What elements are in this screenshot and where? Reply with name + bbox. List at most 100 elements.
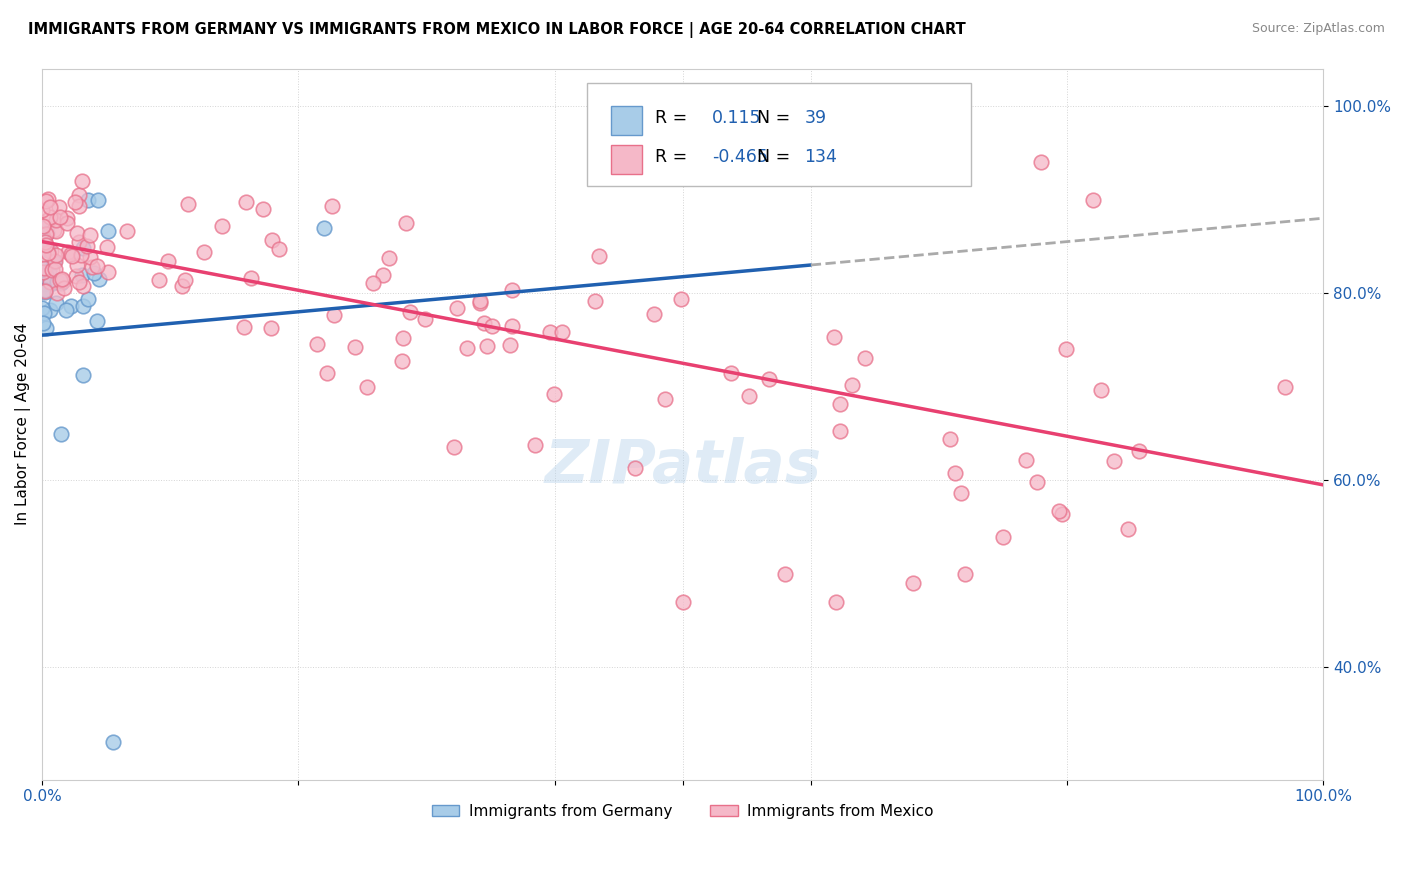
Point [52,281,75,295]
Point [72,268,94,282]
Point [49,273,72,287]
Point [44,254,66,268]
Point [70,174,93,188]
Text: 134: 134 [804,148,838,167]
Point [35,238,58,252]
Point [672,595,695,609]
Point [60,249,83,263]
Point [1047,504,1070,518]
Point [456,342,478,356]
Point [34,284,56,298]
Point [37,243,59,257]
Point [35,219,58,234]
Point [67,199,90,213]
Point [39,277,62,292]
Point [56,244,79,259]
Point [45,223,67,237]
Point [77,292,100,306]
Point [34,285,56,299]
Point [1116,522,1139,536]
Point [470,296,492,310]
Point [321,199,343,213]
Point [38,200,60,214]
Point [44,261,66,276]
Point [51,427,73,442]
Point [394,216,416,230]
Point [86,193,108,207]
Point [260,233,283,247]
Point [356,380,378,394]
Point [89,272,111,286]
Point [773,566,796,581]
Point [51,277,73,291]
Point [77,193,100,207]
Text: Source: ZipAtlas.com: Source: ZipAtlas.com [1251,22,1385,36]
Point [551,325,574,339]
Text: IMMIGRANTS FROM GERMANY VS IMMIGRANTS FROM MEXICO IN LABOR FORCE | AGE 20-64 COR: IMMIGRANTS FROM GERMANY VS IMMIGRANTS FR… [28,22,966,38]
Point [34,268,56,283]
Point [174,273,197,287]
Point [239,271,262,285]
Text: 39: 39 [804,110,827,128]
Point [72,278,94,293]
Point [32,247,55,261]
Point [543,387,565,401]
Text: ZIPatlas: ZIPatlas [544,437,821,496]
Point [34,228,56,243]
Point [1104,454,1126,468]
Point [499,338,522,352]
Point [34,283,56,297]
Point [252,202,274,216]
Point [1052,507,1074,521]
Point [72,241,94,255]
Point [588,250,610,264]
Point [398,305,420,319]
Point [443,440,465,454]
FancyBboxPatch shape [612,145,641,174]
Point [583,293,606,308]
Point [501,283,523,297]
Point [37,246,59,260]
Point [32,219,55,233]
Point [378,251,401,265]
Point [60,246,83,260]
Point [39,275,62,289]
Point [371,268,394,282]
Point [67,188,90,202]
Text: N =: N = [756,148,790,167]
Point [101,735,124,749]
Point [31,260,53,275]
Point [35,227,58,241]
FancyBboxPatch shape [612,106,641,135]
Point [1054,343,1077,357]
Point [1128,443,1150,458]
Y-axis label: In Labor Force | Age 20-64: In Labor Force | Age 20-64 [15,323,31,525]
Point [31,233,53,247]
FancyBboxPatch shape [586,83,972,186]
Point [1031,155,1053,169]
Point [38,264,60,278]
Point [38,303,60,318]
Point [323,309,346,323]
Point [475,339,498,353]
Point [32,306,55,320]
Point [48,211,70,225]
Point [1274,379,1296,393]
Point [82,260,104,274]
Point [316,366,339,380]
Point [501,318,523,333]
Point [97,224,120,238]
Point [48,200,70,214]
Point [481,318,503,333]
Point [117,224,139,238]
Point [35,194,58,209]
Point [32,261,55,276]
Point [267,242,290,256]
Legend: Immigrants from Germany, Immigrants from Mexico: Immigrants from Germany, Immigrants from… [426,798,939,825]
Point [38,210,60,224]
Point [943,466,966,480]
Point [468,294,491,309]
Text: 0.115: 0.115 [713,110,762,128]
Point [63,195,86,210]
Point [157,253,180,268]
